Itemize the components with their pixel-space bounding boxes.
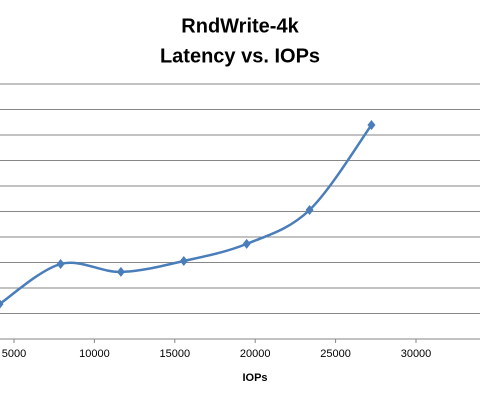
data-marker — [116, 266, 125, 277]
x-tick-label: 25000 — [320, 348, 351, 360]
data-marker — [305, 204, 314, 215]
x-tick-label: 30000 — [401, 348, 432, 360]
chart-subtitle: Latency vs. IOPs — [160, 45, 320, 67]
x-tick-label: 5000 — [2, 348, 26, 360]
x-tick-label: 15000 — [159, 348, 190, 360]
data-marker — [367, 120, 376, 131]
data-marker — [56, 259, 65, 270]
data-marker — [242, 238, 251, 249]
series-line — [0, 124, 373, 306]
data-marker — [179, 255, 188, 266]
x-tick-label: 20000 — [240, 348, 271, 360]
data-marker — [0, 299, 4, 309]
x-tick-label: 10000 — [79, 348, 110, 360]
chart-title: RndWrite-4k — [181, 15, 299, 37]
x-axis-title: IOPs — [242, 372, 267, 384]
